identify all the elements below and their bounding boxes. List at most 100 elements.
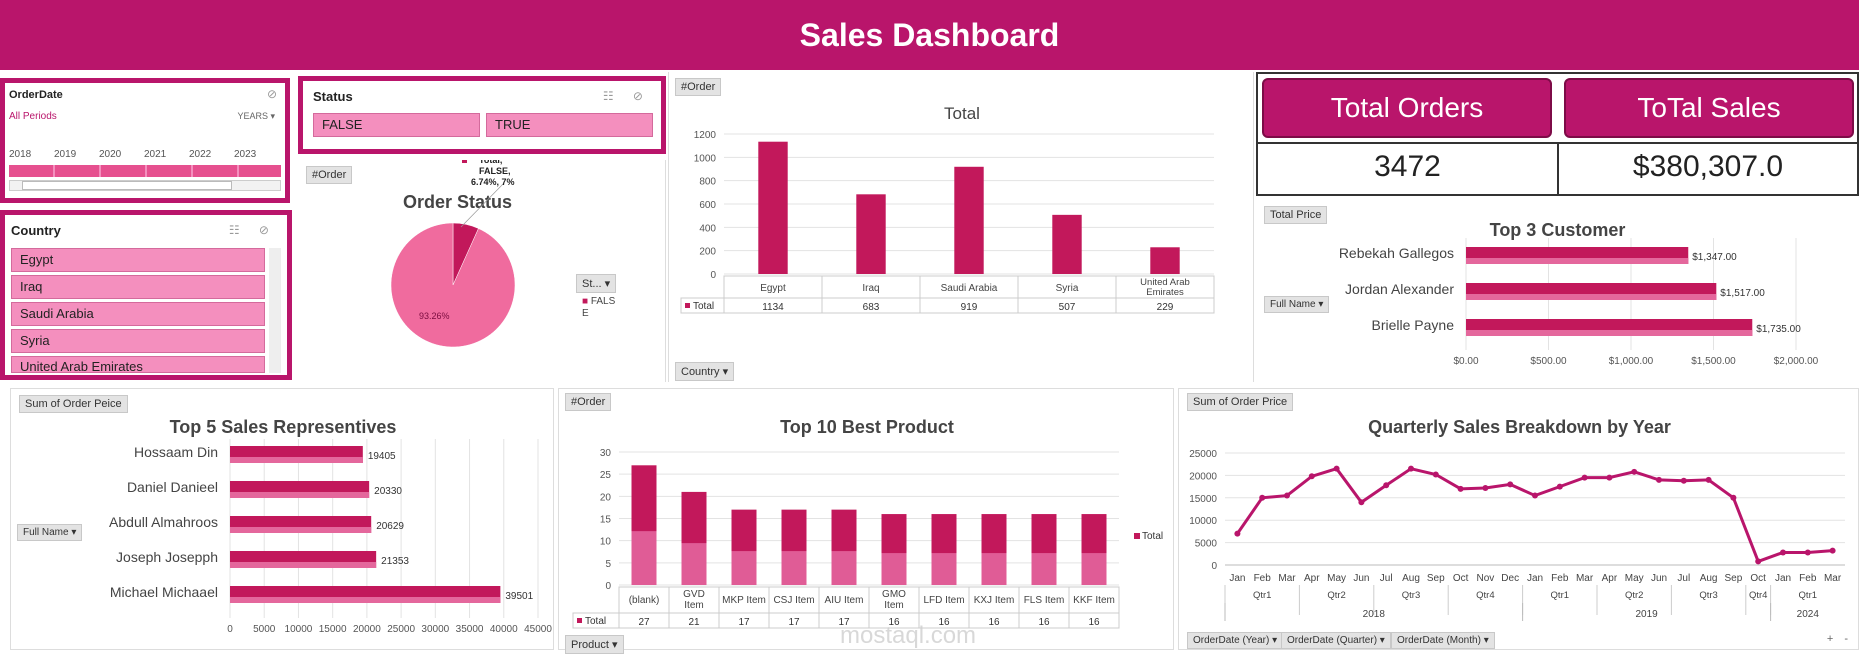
order-field-button[interactable]: #Order [565,393,612,411]
total-price-field-button[interactable]: Total Price [1264,206,1328,224]
x-tick-label: KKF Item [1073,595,1115,606]
rep-bar-shade [230,492,370,498]
country-field-button[interactable]: Country ▾ [675,362,735,381]
x-tick-label: United Arab [1140,277,1190,288]
rep-bar-shade [230,457,363,463]
table-series-cell [680,297,725,314]
orderdate-quarter-label: OrderDate (Quarter) [1287,635,1378,646]
scrollbar-thumb[interactable] [22,181,232,190]
month-tick-label: May [1327,573,1346,584]
total-sales-value: $380,307.0 [1632,150,1784,183]
product-field-button[interactable]: Product ▾ [565,635,624,654]
sales-point [1234,530,1241,537]
data-value-label: $1,735.00 [1756,324,1801,335]
data-value-label: 16 [1038,617,1050,628]
country-item-iraq[interactable]: Iraq [11,275,265,299]
status-item-false[interactable]: FALSE [313,113,480,137]
y-tick-label: 25000 [1189,449,1217,460]
orderdate-slicer[interactable]: OrderDate ⊘ All Periods YEARS ▾ 2018 2019… [0,78,290,203]
y-tick-label: 800 [699,177,716,188]
full-name-field-button[interactable]: Full Name ▾ [17,524,83,541]
x-tick-label: KXJ Item [974,595,1015,606]
orderdate-year-button[interactable]: OrderDate (Year) ▾ [1187,632,1284,649]
pie-callout-label: Total, [479,160,502,165]
order-field-button[interactable]: #Order [306,166,353,184]
timeline-year-label[interactable]: 2023 [234,149,257,160]
multi-select-icon[interactable]: ☷ ⊘ [228,223,277,237]
sales-point [1532,492,1538,499]
quarter-label: Qtr4 [1749,590,1767,601]
timeline-year-label[interactable]: 2020 [99,149,122,160]
month-tick-label: Jul [1677,573,1690,584]
sales-point [1755,558,1762,565]
sum-order-price-button[interactable]: Sum of Order Price [1187,393,1294,411]
data-value-label: 16 [888,617,900,628]
timeline-scrollbar[interactable] [9,180,281,191]
orderdate-month-button[interactable]: OrderDate (Month) ▾ [1391,632,1495,649]
all-periods-label: All Periods [9,111,57,122]
timeline-bar[interactable] [9,165,281,177]
country-item-uae[interactable]: United Arab Emirates [11,356,265,373]
pie-legend: ■ FALS E [582,296,622,320]
period-unit-dropdown[interactable]: YEARS ▾ [237,111,275,121]
data-value-label: 507 [1059,302,1076,313]
country-item-syria[interactable]: Syria [11,329,265,353]
quarter-label: Qtr4 [1476,590,1494,601]
sum-order-peice-button[interactable]: Sum of Order Peice [19,395,128,413]
full-name-field-button[interactable]: Full Name ▾ [1264,296,1330,313]
country-item-egypt[interactable]: Egypt [11,248,265,272]
x-tick-label: CSJ Item [773,595,814,606]
data-value-label: 919 [961,302,978,313]
x-tick-label: GVD [683,589,705,600]
top5-reps-chart: Sum of Order Peice Top 5 Sales Represent… [10,388,554,650]
x-tick-label: $500.00 [1530,356,1567,367]
status-field-label: St... [582,278,602,290]
y-category-label: Abdull Almahroos [109,514,218,530]
country-slicer[interactable]: Country ☷ ⊘ Egypt Iraq Saudi Arabia Syri… [0,210,292,380]
x-tick-label: 0 [227,624,233,635]
orders-by-country-chart: #Order Total 0 200 400 600 800 1000 1200 Total E… [668,72,1254,382]
month-tick-label: Jun [1353,573,1369,584]
month-tick-label: Aug [1402,573,1420,584]
slicer-scrollbar[interactable] [269,248,281,373]
sales-point [1556,483,1563,490]
month-tick-label: Jul [1380,573,1393,584]
product-bar-shade [881,553,907,585]
y-category-label: Joseph Josepph [116,549,218,565]
country-item-saudi-arabia[interactable]: Saudi Arabia [11,302,265,326]
sales-point [1308,473,1315,480]
orderdate-quarter-button[interactable]: OrderDate (Quarter) ▾ [1281,632,1391,649]
month-tick-label: Sep [1427,573,1445,584]
product-field-label: Product [571,639,609,651]
clear-filter-icon[interactable]: ⊘ [266,87,277,101]
y-tick-label: 0 [1211,561,1217,572]
customer-bar-shade [1466,330,1753,336]
month-tick-label: Jan [1229,573,1245,584]
x-tick-label: 10000 [285,624,313,635]
sales-point [1730,494,1737,501]
month-tick-label: Jan [1775,573,1791,584]
timeline-year-label[interactable]: 2018 [9,149,32,160]
timeline-year-label[interactable]: 2019 [54,149,77,160]
status-item-true[interactable]: TRUE [486,113,653,137]
month-tick-label: Oct [1453,573,1469,584]
data-value-label: 20330 [374,486,402,497]
product-bar-shade [831,551,857,585]
status-slicer[interactable]: Status ☷ ⊘ FALSE TRUE [298,76,666,154]
legend-swatch: ■ [582,296,589,307]
month-tick-label: Jun [1651,573,1667,584]
y-tick-label: 1000 [694,153,717,164]
timeline-year-label[interactable]: 2022 [189,149,212,160]
legend-label: Total [1142,531,1163,542]
order-field-button[interactable]: #Order [675,78,722,96]
timeline-year-label[interactable]: 2021 [144,149,167,160]
status-field-button[interactable]: St... ▾ [576,274,617,293]
full-name-label: Full Name [1270,299,1316,310]
total-sales-card: ToTal Sales [1564,78,1854,138]
quarterly-title: Quarterly Sales Breakdown by Year [1368,417,1671,437]
product-bar-shade [981,553,1007,585]
top3-title: Top 3 Customer [1489,220,1626,240]
expand-collapse-icon[interactable]: + - [1826,633,1852,645]
multi-select-icon[interactable]: ☷ ⊘ [602,89,651,103]
